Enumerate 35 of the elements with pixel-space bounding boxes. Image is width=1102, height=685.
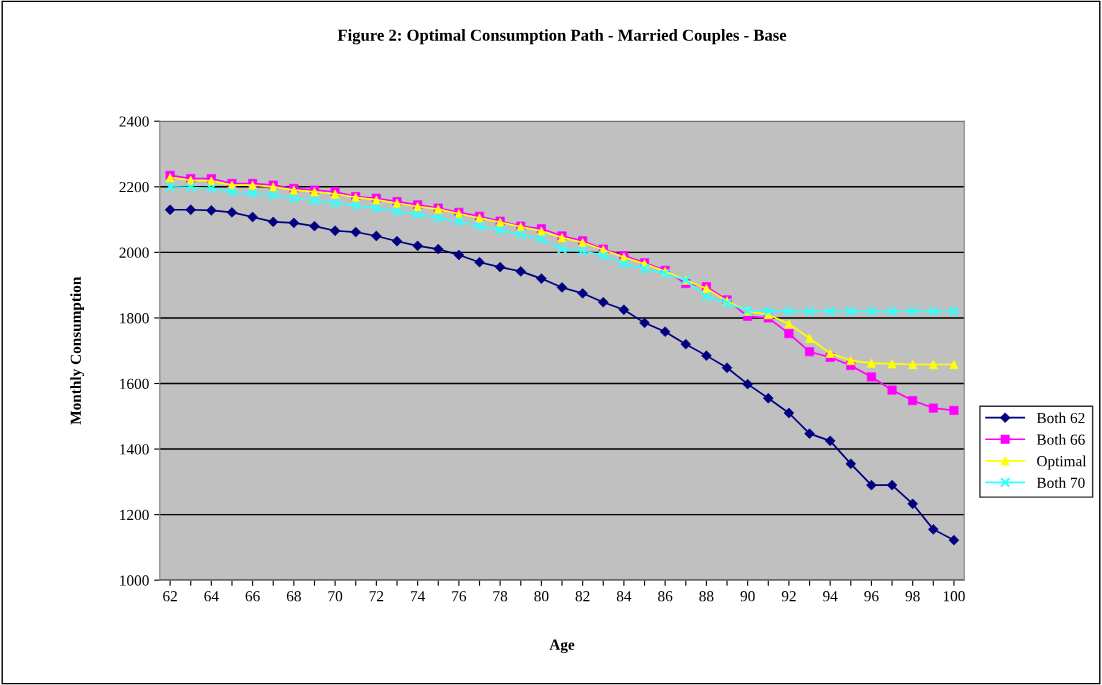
x-tick-label: 82 [575, 591, 590, 602]
x-tick-label: 74 [411, 591, 426, 602]
x-tick-label: 100 [943, 591, 965, 602]
y-tick-label: 1800 [120, 313, 149, 324]
x-tick-label: 96 [864, 591, 879, 602]
y-tick-label: 1000 [120, 575, 149, 586]
legend-label: Optimal [1037, 455, 1087, 470]
legend-label: Both 70 [1036, 477, 1085, 488]
chart-title: Figure 2: Optimal Consumption Path - Married Couples - Base [337, 29, 787, 45]
x-tick-label: 76 [452, 591, 467, 602]
x-tick-label: 84 [616, 591, 632, 602]
y-tick-label: 2000 [119, 247, 149, 258]
y-axis-title: Monthly Consumption [70, 276, 85, 425]
x-tick-label: 98 [905, 591, 920, 602]
x-tick-label: 64 [204, 591, 219, 602]
y-tick-label: 2400 [119, 116, 149, 127]
x-tick-label: 70 [328, 591, 343, 602]
y-tick-label: 2200 [119, 181, 149, 193]
x-tick-label: 78 [493, 591, 508, 602]
y-tick-label: 1200 [120, 509, 149, 521]
x-tick-label: 90 [740, 591, 755, 602]
y-tick-label: 1400 [120, 444, 149, 455]
legend-label: Both 66 [1036, 434, 1085, 445]
x-tick-label: 66 [245, 591, 260, 602]
x-tick-label: 72 [369, 591, 384, 602]
x-axis-title: Age [549, 639, 575, 654]
x-tick-label: 88 [699, 591, 714, 602]
x-tick-label: 94 [823, 591, 838, 602]
x-tick-label: 62 [163, 591, 177, 602]
legend-label: Both 62 [1036, 412, 1085, 424]
x-tick-label: 68 [286, 591, 301, 602]
x-tick-label: 92 [781, 591, 796, 602]
x-tick-label: 80 [534, 591, 549, 602]
x-tick-label: 86 [658, 591, 673, 602]
y-tick-label: 1600 [120, 378, 149, 389]
